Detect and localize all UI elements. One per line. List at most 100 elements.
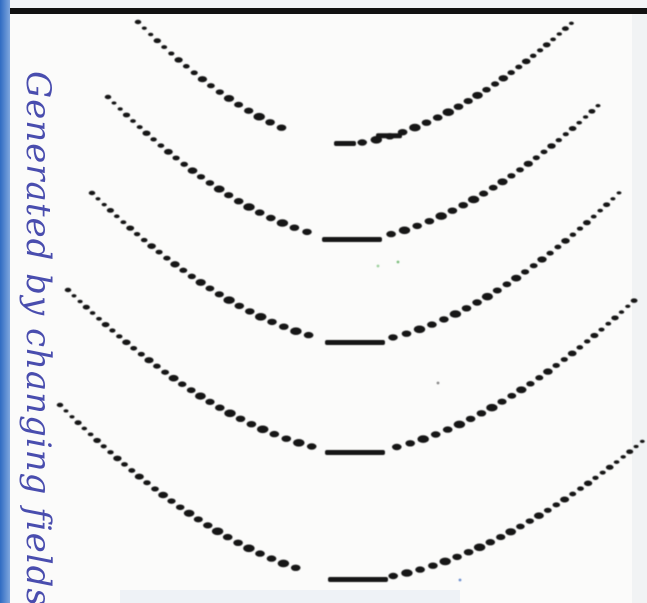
arc-center-dash xyxy=(325,450,385,455)
arc-dot xyxy=(95,197,101,201)
arc-dot xyxy=(611,315,619,321)
arc-center-dash xyxy=(325,340,385,345)
arc-dot xyxy=(187,167,198,174)
arc-dot xyxy=(69,415,75,419)
arc-dot xyxy=(89,311,96,315)
arc-dot xyxy=(106,207,115,213)
arc-dot xyxy=(186,387,196,394)
arc-dot xyxy=(616,191,622,195)
paper-speck xyxy=(396,260,400,264)
arc-dot xyxy=(458,202,469,209)
arc-dot xyxy=(385,133,395,140)
arc-dot xyxy=(568,125,577,132)
arc-dot xyxy=(610,197,616,201)
arc-dot xyxy=(507,392,517,399)
arc-dot xyxy=(592,475,599,480)
arc-dot xyxy=(388,334,398,341)
arc-dot xyxy=(546,250,554,256)
arc-dot xyxy=(211,527,224,536)
arc-dot xyxy=(168,51,175,56)
arc-dot xyxy=(234,302,245,310)
arc-dot xyxy=(562,132,569,137)
arc-dot xyxy=(630,298,638,303)
arc-dot xyxy=(81,426,88,431)
arc-dot xyxy=(582,115,589,119)
arc-dot xyxy=(567,350,577,357)
arc-dot xyxy=(155,249,163,255)
arc-dot xyxy=(64,287,72,293)
arc-dot xyxy=(432,114,443,121)
arc-dot xyxy=(100,444,107,449)
arc-dot xyxy=(479,190,489,197)
arc-dot xyxy=(293,439,305,447)
arc-dot xyxy=(257,425,269,434)
arc-dot xyxy=(507,70,515,76)
arc-dot xyxy=(421,119,432,126)
arc-dot xyxy=(113,214,120,219)
arc-dot xyxy=(151,486,159,492)
arc-dot xyxy=(147,243,156,249)
arc-dot xyxy=(412,222,423,230)
arc-dot xyxy=(203,522,213,529)
arc-dot xyxy=(439,316,449,323)
arc-dot xyxy=(485,539,496,546)
arc-dot xyxy=(215,89,224,95)
arc-dot xyxy=(590,214,597,219)
arc-dot xyxy=(482,86,491,93)
arc-dot xyxy=(472,299,482,306)
arc-dot xyxy=(467,195,480,204)
arc-dot xyxy=(405,440,416,447)
arc-dot xyxy=(415,566,425,573)
arc-dot xyxy=(74,420,82,426)
arc-dot xyxy=(525,518,534,524)
arc-dot xyxy=(235,415,246,422)
arc-dot xyxy=(136,125,143,130)
arc-dot xyxy=(497,178,508,186)
arc-dot xyxy=(598,327,605,332)
arc-dot xyxy=(435,212,447,220)
arc-dot xyxy=(561,26,569,31)
arc-dot xyxy=(223,94,235,102)
arc-dot xyxy=(130,119,136,123)
arc-dot xyxy=(533,512,544,519)
arc-dot xyxy=(246,421,257,428)
arc-dot xyxy=(556,32,563,36)
arc-dot xyxy=(302,228,312,236)
arc-dot xyxy=(560,357,568,362)
arc-dot xyxy=(397,129,408,136)
arc-dot xyxy=(161,369,170,375)
arc-dot xyxy=(576,120,583,125)
arc-dot xyxy=(398,226,411,235)
arc-dot xyxy=(453,103,464,110)
arc-dot xyxy=(190,70,198,76)
arc-dot xyxy=(214,291,224,298)
arc-dot xyxy=(496,534,506,541)
arc-dot xyxy=(486,403,498,412)
arc-dot xyxy=(595,104,601,108)
arc-dot xyxy=(276,124,287,131)
arc-dot xyxy=(603,202,611,208)
arc-dot xyxy=(113,455,122,462)
arc-dot xyxy=(357,139,368,146)
arc-dot xyxy=(255,550,265,557)
arc-dot xyxy=(197,76,208,83)
arc-dot xyxy=(148,32,154,37)
arc-dot xyxy=(96,316,102,321)
arc-dot xyxy=(576,345,584,350)
arc-dot xyxy=(597,208,603,213)
arc-dot xyxy=(178,381,187,388)
arc-dot xyxy=(543,507,552,513)
arc-dot xyxy=(409,123,421,132)
left-blue-edge xyxy=(0,0,10,603)
arc-dot xyxy=(167,498,176,504)
arc-dot xyxy=(161,45,168,50)
handwritten-annotation: Generated by changing fields xyxy=(18,71,58,603)
arc-dot xyxy=(588,108,596,114)
arc-dot xyxy=(626,449,634,455)
arc-dot xyxy=(193,516,203,523)
arc-dot xyxy=(554,244,562,250)
arc-dot xyxy=(142,130,151,136)
arc-dot xyxy=(536,48,544,53)
arc-dot xyxy=(401,569,413,577)
